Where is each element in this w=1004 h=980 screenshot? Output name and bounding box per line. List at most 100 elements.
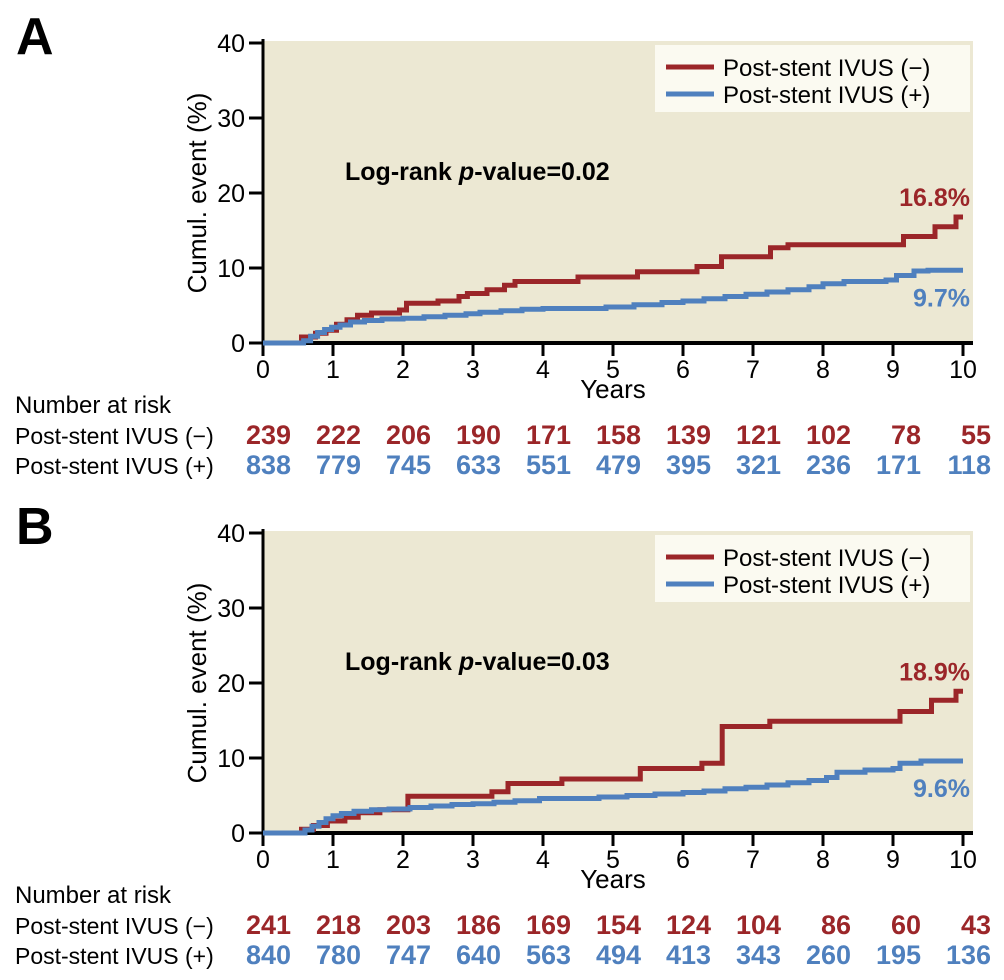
risk-value: 206 — [386, 420, 431, 450]
risk-value: 203 — [386, 910, 431, 940]
y-tick-label: 10 — [217, 255, 245, 283]
risk-value: 124 — [666, 910, 711, 940]
risk-value: 136 — [946, 940, 991, 970]
y-tick-label: 10 — [217, 745, 245, 773]
x-axis-title: Years — [580, 374, 646, 404]
risk-value: 236 — [806, 450, 851, 480]
risk-value: 241 — [246, 910, 291, 940]
p-value-annotation: Log-rank p-value=0.02 — [345, 158, 610, 186]
risk-value: 169 — [526, 910, 571, 940]
y-axis-title: Cumul. event (%) — [182, 93, 212, 294]
x-tick-label: 4 — [536, 356, 550, 384]
risk-value: 118 — [947, 450, 991, 480]
x-tick-label: 2 — [396, 356, 410, 384]
legend-box — [655, 45, 970, 112]
risk-value: 260 — [806, 940, 851, 970]
risk-value: 395 — [666, 450, 711, 480]
risk-value: 747 — [386, 940, 431, 970]
y-tick-label: 30 — [217, 595, 245, 623]
legend-item-label: Post-stent IVUS (+) — [723, 82, 930, 109]
risk-value: 104 — [736, 910, 781, 940]
x-tick-label: 1 — [326, 846, 340, 874]
x-tick-label: 9 — [886, 356, 900, 384]
risk-table-title: Number at risk — [15, 882, 172, 909]
risk-value: 86 — [821, 910, 851, 940]
y-tick-label: 40 — [217, 520, 245, 548]
y-tick-label: 20 — [217, 180, 245, 208]
y-tick-label: 0 — [231, 330, 245, 358]
y-tick-label: 30 — [217, 105, 245, 133]
risk-row-label: Post-stent IVUS (+) — [15, 943, 214, 969]
x-tick-label: 6 — [676, 356, 690, 384]
risk-value: 239 — [246, 420, 291, 450]
risk-value: 55 — [961, 420, 991, 450]
y-axis-title: Cumul. event (%) — [182, 583, 212, 784]
risk-value: 563 — [526, 940, 571, 970]
risk-value: 154 — [596, 910, 641, 940]
x-tick-label: 3 — [466, 356, 480, 384]
risk-value: 222 — [316, 420, 361, 450]
risk-value: 840 — [246, 940, 291, 970]
end-value-label: 18.9% — [899, 658, 970, 686]
risk-value: 158 — [596, 420, 641, 450]
risk-value: 218 — [316, 910, 361, 940]
risk-value: 343 — [736, 940, 781, 970]
risk-value: 60 — [891, 910, 921, 940]
x-tick-label: 1 — [326, 356, 340, 384]
end-value-label: 9.7% — [913, 284, 970, 312]
risk-value: 190 — [456, 420, 501, 450]
x-axis-title: Years — [580, 864, 646, 894]
risk-value: 551 — [526, 450, 571, 480]
x-tick-label: 0 — [256, 846, 270, 874]
risk-value: 195 — [876, 940, 921, 970]
risk-value: 745 — [386, 450, 431, 480]
risk-value: 78 — [891, 420, 921, 450]
p-value-annotation: Log-rank p-value=0.03 — [345, 648, 610, 676]
risk-value: 139 — [666, 420, 711, 450]
panel-label: A — [16, 8, 54, 66]
risk-row-label: Post-stent IVUS (−) — [15, 423, 214, 449]
risk-value: 413 — [666, 940, 711, 970]
y-tick-label: 40 — [217, 30, 245, 58]
legend-box — [655, 535, 970, 602]
risk-value: 838 — [246, 450, 291, 480]
risk-row-label: Post-stent IVUS (+) — [15, 453, 214, 479]
x-tick-label: 5 — [606, 356, 620, 384]
risk-row-label: Post-stent IVUS (−) — [15, 913, 214, 939]
risk-value: 780 — [316, 940, 361, 970]
x-tick-label: 2 — [396, 846, 410, 874]
risk-value: 494 — [596, 940, 641, 970]
legend-item-label: Post-stent IVUS (−) — [723, 545, 930, 572]
x-tick-label: 7 — [746, 356, 760, 384]
risk-value: 121 — [736, 420, 781, 450]
end-value-label: 16.8% — [899, 184, 970, 212]
risk-value: 633 — [456, 450, 501, 480]
risk-value: 779 — [316, 450, 361, 480]
risk-value: 479 — [596, 450, 641, 480]
panel-label: B — [16, 498, 54, 556]
risk-value: 171 — [526, 420, 571, 450]
x-tick-label: 3 — [466, 846, 480, 874]
x-tick-label: 4 — [536, 846, 550, 874]
x-tick-label: 8 — [816, 846, 830, 874]
x-tick-label: 0 — [256, 356, 270, 384]
x-tick-label: 10 — [949, 356, 977, 384]
risk-value: 640 — [456, 940, 501, 970]
risk-value: 186 — [456, 910, 501, 940]
survival-curve — [263, 758, 963, 836]
x-tick-label: 9 — [886, 846, 900, 874]
x-tick-label: 6 — [676, 846, 690, 874]
y-tick-label: 0 — [231, 820, 245, 848]
legend-item-label: Post-stent IVUS (+) — [723, 572, 930, 599]
legend-item-label: Post-stent IVUS (−) — [723, 55, 930, 82]
risk-table-title: Number at risk — [15, 392, 172, 419]
risk-value: 321 — [736, 450, 781, 480]
y-tick-label: 20 — [217, 670, 245, 698]
survival-curve — [263, 267, 963, 346]
risk-value: 171 — [876, 450, 921, 480]
x-tick-label: 5 — [606, 846, 620, 874]
x-tick-label: 10 — [949, 846, 977, 874]
risk-value: 102 — [806, 420, 851, 450]
